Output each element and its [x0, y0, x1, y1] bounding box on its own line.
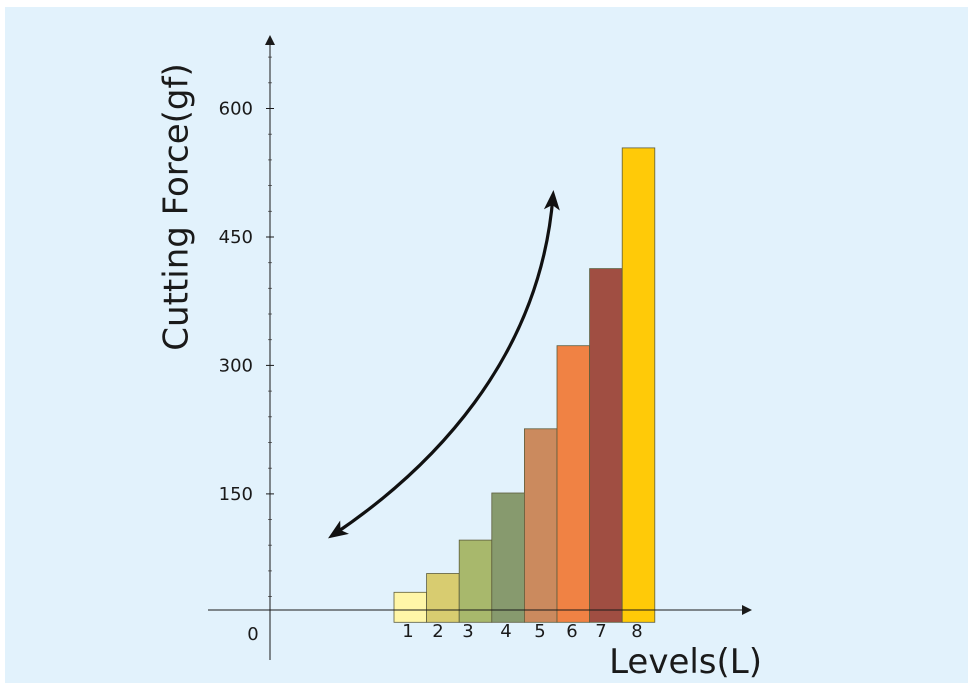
x-tick-label: 2	[432, 621, 443, 642]
y-tick-label: 150	[219, 484, 253, 505]
x-tick-label: 5	[534, 621, 545, 642]
origin-label: 0	[247, 624, 258, 645]
y-tick-label: 300	[219, 355, 253, 376]
bar-level-6	[556, 345, 590, 623]
x-axis-title: Levels(L)	[609, 642, 762, 682]
y-ticks: 600 450 300 150	[219, 99, 274, 505]
x-tick-label: 8	[631, 621, 642, 642]
bar-level-3	[458, 539, 493, 623]
bar-level-8	[621, 147, 656, 623]
y-tick-label: 600	[219, 99, 253, 120]
bar-level-7	[589, 268, 623, 623]
trend-arrow	[328, 190, 560, 539]
y-tick-label: 450	[219, 227, 253, 248]
bar-level-2	[426, 573, 460, 623]
x-tick-label: 1	[402, 621, 413, 642]
x-tick-label: 3	[462, 621, 473, 642]
bar-level-1	[393, 591, 427, 623]
y-axis-title: Cutting Force(gf)	[157, 63, 197, 350]
x-tick-label: 6	[566, 621, 577, 642]
bar-level-5	[524, 428, 558, 623]
x-tick-label: 7	[595, 621, 606, 642]
bar-level-4	[491, 492, 525, 623]
x-tick-label: 4	[500, 621, 511, 642]
